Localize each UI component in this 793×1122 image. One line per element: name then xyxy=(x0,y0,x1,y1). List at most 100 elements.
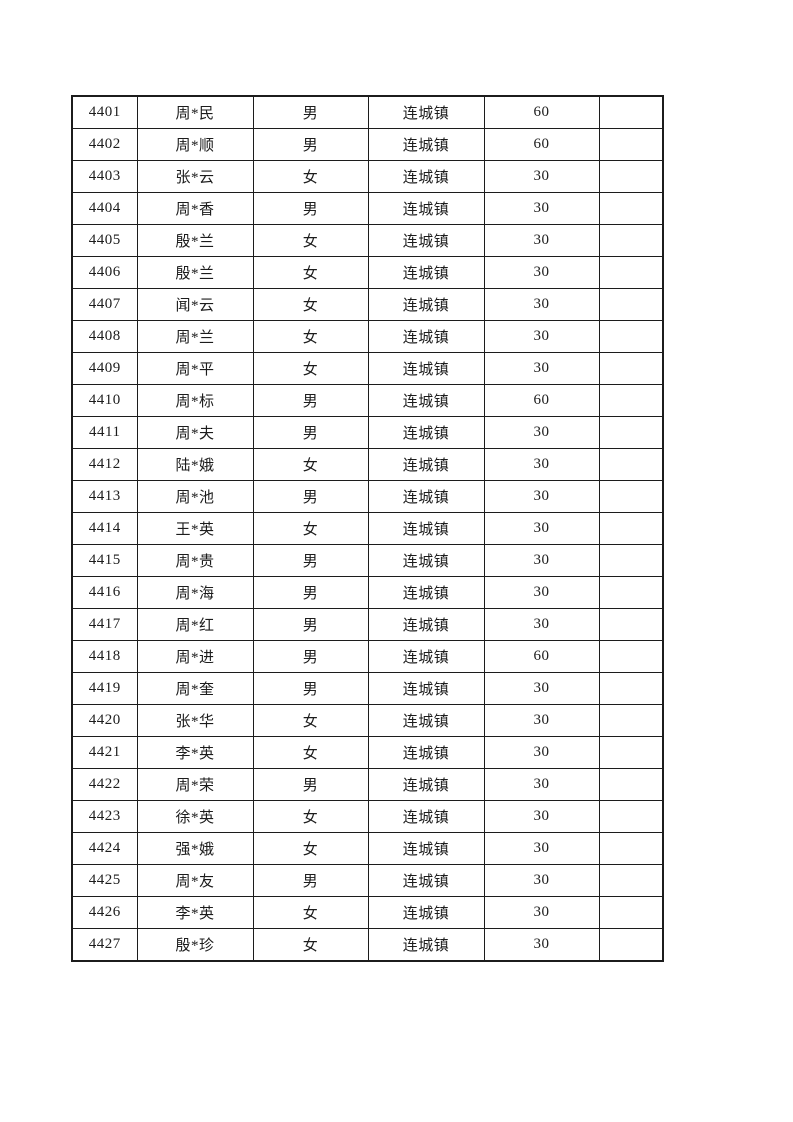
cell-blank xyxy=(598,95,664,129)
cell-amount: 30 xyxy=(483,672,600,705)
table-row: 4401 周*民男连城镇 60 xyxy=(71,95,664,129)
cell-town: 连城镇 xyxy=(367,896,485,929)
table-row: 4424 强*娥女连城镇 30 xyxy=(71,832,664,865)
cell-gender: 男 xyxy=(252,576,369,609)
cell-amount: 30 xyxy=(483,768,600,801)
cell-amount: 30 xyxy=(483,704,600,737)
cell-id: 4404 xyxy=(71,192,138,225)
cell-blank xyxy=(598,448,664,481)
cell-town: 连城镇 xyxy=(367,544,485,577)
cell-name: 陆*娥 xyxy=(136,448,254,481)
cell-amount: 30 xyxy=(483,512,600,545)
cell-town: 连城镇 xyxy=(367,224,485,257)
cell-id: 4417 xyxy=(71,608,138,641)
cell-town: 连城镇 xyxy=(367,928,485,962)
cell-name: 殷*兰 xyxy=(136,256,254,289)
table-row: 4417 周*红男连城镇 30 xyxy=(71,608,664,641)
cell-gender: 男 xyxy=(252,128,369,161)
cell-id: 4406 xyxy=(71,256,138,289)
cell-town: 连城镇 xyxy=(367,384,485,417)
cell-amount: 30 xyxy=(483,480,600,513)
cell-blank xyxy=(598,320,664,353)
cell-gender: 女 xyxy=(252,352,369,385)
cell-amount: 30 xyxy=(483,544,600,577)
table-row: 4414 王*英女连城镇 30 xyxy=(71,512,664,545)
cell-name: 周*池 xyxy=(136,480,254,513)
cell-amount: 60 xyxy=(483,95,600,129)
cell-amount: 30 xyxy=(483,192,600,225)
cell-id: 4412 xyxy=(71,448,138,481)
cell-name: 周*香 xyxy=(136,192,254,225)
cell-blank xyxy=(598,896,664,929)
cell-amount: 30 xyxy=(483,288,600,321)
cell-name: 周*夫 xyxy=(136,416,254,449)
cell-name: 周*友 xyxy=(136,864,254,897)
table-row: 4416 周*海男连城镇 30 xyxy=(71,576,664,609)
cell-amount: 30 xyxy=(483,576,600,609)
cell-gender: 男 xyxy=(252,480,369,513)
cell-name: 李*英 xyxy=(136,896,254,929)
cell-amount: 30 xyxy=(483,256,600,289)
cell-amount: 30 xyxy=(483,352,600,385)
cell-gender: 女 xyxy=(252,928,369,962)
cell-name: 徐*英 xyxy=(136,800,254,833)
cell-name: 张*云 xyxy=(136,160,254,193)
cell-town: 连城镇 xyxy=(367,704,485,737)
cell-amount: 60 xyxy=(483,640,600,673)
cell-id: 4401 xyxy=(71,95,138,129)
cell-amount: 30 xyxy=(483,928,600,962)
cell-blank xyxy=(598,736,664,769)
cell-id: 4411 xyxy=(71,416,138,449)
cell-blank xyxy=(598,480,664,513)
cell-blank xyxy=(598,352,664,385)
cell-amount: 30 xyxy=(483,416,600,449)
table-row: 4415 周*贵男连城镇 30 xyxy=(71,544,664,577)
cell-gender: 男 xyxy=(252,544,369,577)
cell-amount: 30 xyxy=(483,320,600,353)
cell-id: 4409 xyxy=(71,352,138,385)
cell-town: 连城镇 xyxy=(367,95,485,129)
table-row: 4422 周*荣男连城镇 30 xyxy=(71,768,664,801)
cell-blank xyxy=(598,384,664,417)
cell-amount: 30 xyxy=(483,864,600,897)
cell-gender: 男 xyxy=(252,864,369,897)
cell-gender: 女 xyxy=(252,800,369,833)
cell-name: 周*民 xyxy=(136,95,254,129)
table-row: 4423 徐*英女连城镇 30 xyxy=(71,800,664,833)
cell-blank xyxy=(598,256,664,289)
cell-id: 4425 xyxy=(71,864,138,897)
cell-gender: 男 xyxy=(252,768,369,801)
cell-id: 4405 xyxy=(71,224,138,257)
cell-town: 连城镇 xyxy=(367,448,485,481)
cell-blank xyxy=(598,672,664,705)
cell-town: 连城镇 xyxy=(367,768,485,801)
cell-town: 连城镇 xyxy=(367,480,485,513)
cell-name: 王*英 xyxy=(136,512,254,545)
cell-id: 4410 xyxy=(71,384,138,417)
table-row: 4409 周*平女连城镇 30 xyxy=(71,352,664,385)
cell-gender: 男 xyxy=(252,192,369,225)
cell-town: 连城镇 xyxy=(367,608,485,641)
cell-blank xyxy=(598,128,664,161)
cell-blank xyxy=(598,416,664,449)
roster-table: 4401 周*民男连城镇 60 4402 周*顺男连城镇 60 4403 张*云女连城镇 30 4… xyxy=(71,95,664,962)
table-row: 4406 殷*兰女连城镇 30 xyxy=(71,256,664,289)
cell-amount: 30 xyxy=(483,608,600,641)
cell-name: 周*平 xyxy=(136,352,254,385)
table-row: 4425 周*友男连城镇 30 xyxy=(71,864,664,897)
table-row: 4404 周*香男连城镇 30 xyxy=(71,192,664,225)
cell-name: 周*兰 xyxy=(136,320,254,353)
cell-gender: 男 xyxy=(252,608,369,641)
cell-gender: 女 xyxy=(252,704,369,737)
table-row: 4407 闻*云女连城镇 30 xyxy=(71,288,664,321)
cell-id: 4416 xyxy=(71,576,138,609)
table-row: 4403 张*云女连城镇 30 xyxy=(71,160,664,193)
cell-blank xyxy=(598,288,664,321)
cell-id: 4427 xyxy=(71,928,138,962)
cell-id: 4418 xyxy=(71,640,138,673)
cell-blank xyxy=(598,768,664,801)
cell-gender: 男 xyxy=(252,416,369,449)
cell-blank xyxy=(598,928,664,962)
cell-amount: 30 xyxy=(483,448,600,481)
cell-town: 连城镇 xyxy=(367,512,485,545)
